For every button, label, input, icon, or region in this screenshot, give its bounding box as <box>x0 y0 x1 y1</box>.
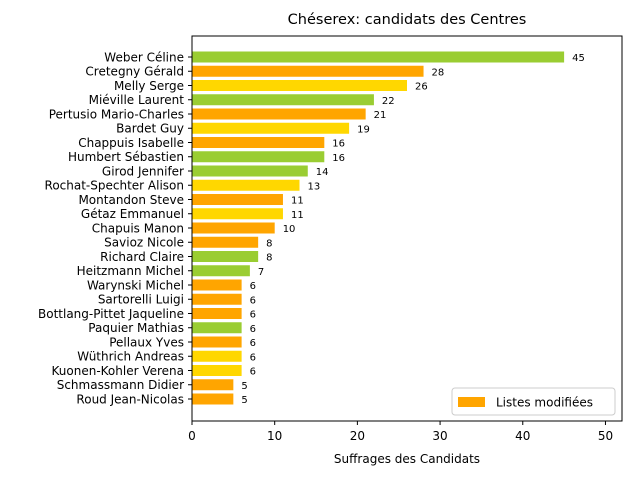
category-label: Girod Jennifer <box>102 164 184 178</box>
category-label: Sartorelli Luigi <box>98 293 184 307</box>
bar <box>192 194 283 205</box>
bar <box>192 137 325 148</box>
data-label: 7 <box>258 267 264 278</box>
category-label: Montandon Steve <box>78 193 184 207</box>
category-label: Roud Jean-Nicolas <box>76 392 184 406</box>
category-label: Weber Céline <box>104 50 184 64</box>
bar <box>192 108 366 120</box>
plot-frame <box>191 35 623 422</box>
bar <box>192 393 234 405</box>
x-tick-label: 40 <box>515 429 530 443</box>
data-label: 6 <box>250 281 256 292</box>
x-tick-label: 0 <box>188 429 196 443</box>
category-label: Humbert Sébastien <box>68 150 184 164</box>
category-label: Paquier Mathias <box>88 321 184 335</box>
bar <box>192 222 275 234</box>
x-tick-label: 30 <box>432 429 447 443</box>
data-label: 5 <box>241 381 247 392</box>
data-label: 6 <box>250 338 256 349</box>
data-label: 14 <box>316 167 329 178</box>
data-label: 6 <box>250 367 256 378</box>
x-tick-label: 10 <box>267 429 282 443</box>
bar <box>192 322 242 334</box>
category-label: Richard Claire <box>100 250 184 264</box>
data-label: 6 <box>250 310 256 321</box>
category-label: Chapuis Manon <box>92 221 184 235</box>
data-label: 6 <box>250 324 256 335</box>
legend-label: Listes modifiées <box>496 396 593 410</box>
bar <box>192 350 242 362</box>
category-label: Miéville Laurent <box>89 93 185 107</box>
x-tick-label: 50 <box>598 429 613 443</box>
data-label: 21 <box>374 110 387 121</box>
category-label: Bottlang-Pittet Jaqueline <box>38 307 184 321</box>
x-tick-label: 20 <box>350 429 365 443</box>
bars-layer <box>192 51 565 405</box>
bar <box>192 80 407 91</box>
bar <box>192 122 350 134</box>
bar <box>192 51 565 63</box>
data-label: 19 <box>357 124 370 135</box>
bar <box>192 94 374 106</box>
bar <box>192 251 259 262</box>
data-label: 10 <box>283 224 296 235</box>
category-label: Bardet Guy <box>116 122 184 136</box>
category-label: Cretegny Gérald <box>85 65 184 79</box>
chart-title: Chéserex: candidats des Centres <box>288 12 527 28</box>
category-label: Wüthrich Andreas <box>77 350 184 364</box>
category-label: Melly Serge <box>114 79 184 93</box>
bar <box>192 179 300 191</box>
data-label: 11 <box>291 196 304 207</box>
category-label: Chappuis Isabelle <box>78 136 184 150</box>
category-label: Heitzmann Michel <box>77 264 184 278</box>
category-label: Rochat-Spechter Alison <box>45 179 184 193</box>
bar <box>192 336 242 348</box>
bar <box>192 279 242 291</box>
bar <box>192 379 234 391</box>
bar <box>192 265 250 277</box>
data-label: 16 <box>332 153 345 164</box>
x-axis: 0 10 20 30 40 50 <box>188 421 613 443</box>
data-label: 6 <box>250 295 256 306</box>
data-label: 11 <box>291 210 304 221</box>
bar <box>192 65 424 77</box>
category-label: Schmassmann Didier <box>57 378 184 392</box>
legend-box <box>451 387 616 416</box>
bar <box>192 151 325 163</box>
data-label: 26 <box>415 82 428 93</box>
bar <box>192 236 259 248</box>
data-label: 28 <box>432 67 445 78</box>
bar <box>192 208 283 220</box>
bar <box>192 365 242 376</box>
bar <box>192 308 242 319</box>
data-label: 8 <box>266 238 272 249</box>
category-label: Kuonen-Kohler Verena <box>52 364 185 378</box>
data-label: 16 <box>332 139 345 150</box>
data-label: 22 <box>382 96 395 107</box>
legend: Listes modifiées <box>451 387 616 416</box>
legend-swatch <box>458 397 485 407</box>
data-label: 45 <box>572 53 585 64</box>
data-label: 8 <box>266 253 272 264</box>
category-label: Pellaux Yves <box>109 335 184 349</box>
bar <box>192 165 308 177</box>
category-label: Warynski Michel <box>87 278 184 292</box>
category-label: Pertusio Mario-Charles <box>49 107 184 121</box>
x-axis-label: Suffrages des Candidats <box>334 452 480 466</box>
category-label: Gétaz Emmanuel <box>81 207 184 221</box>
data-label: 13 <box>308 181 321 192</box>
category-label: Savioz Nicole <box>104 236 184 250</box>
bar <box>192 293 242 305</box>
data-label: 6 <box>250 352 256 363</box>
data-label: 5 <box>241 395 247 406</box>
